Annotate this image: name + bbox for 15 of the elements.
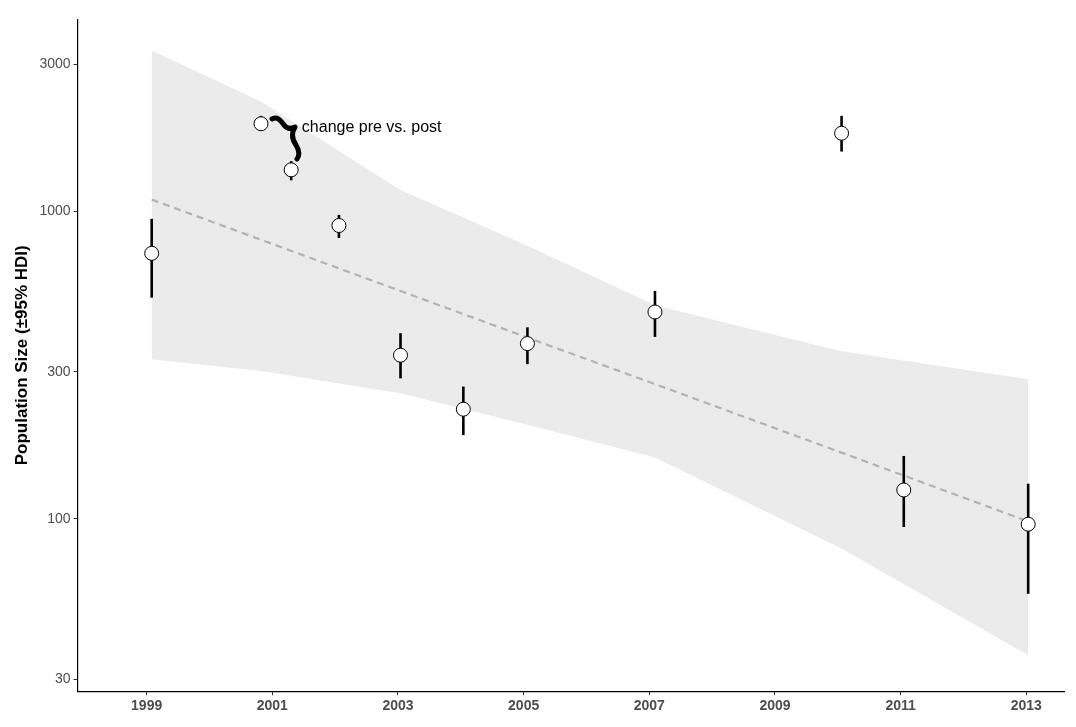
- x-tick-label: 2009: [759, 697, 791, 714]
- x-tick-label: 2011: [885, 697, 917, 714]
- annotation: change pre vs. post: [301, 117, 443, 135]
- x-tick-label: 2007: [633, 697, 666, 714]
- y-axis-title: Population Size (±95% HDI): [11, 245, 31, 466]
- x-tick-label: 2013: [1010, 697, 1043, 714]
- y-tick-label: 30: [54, 670, 71, 687]
- x-tick-label: 1999: [131, 697, 163, 714]
- y-tick-label: 300: [47, 362, 71, 379]
- x-tick-label: 2003: [382, 697, 414, 714]
- x-tick-label: 2005: [508, 697, 540, 714]
- y-tick-label: 1000: [39, 201, 71, 218]
- x-tick-label: 2001: [256, 697, 289, 714]
- y-tick-label: 100: [47, 509, 71, 526]
- y-tick-label: 3000: [39, 55, 71, 72]
